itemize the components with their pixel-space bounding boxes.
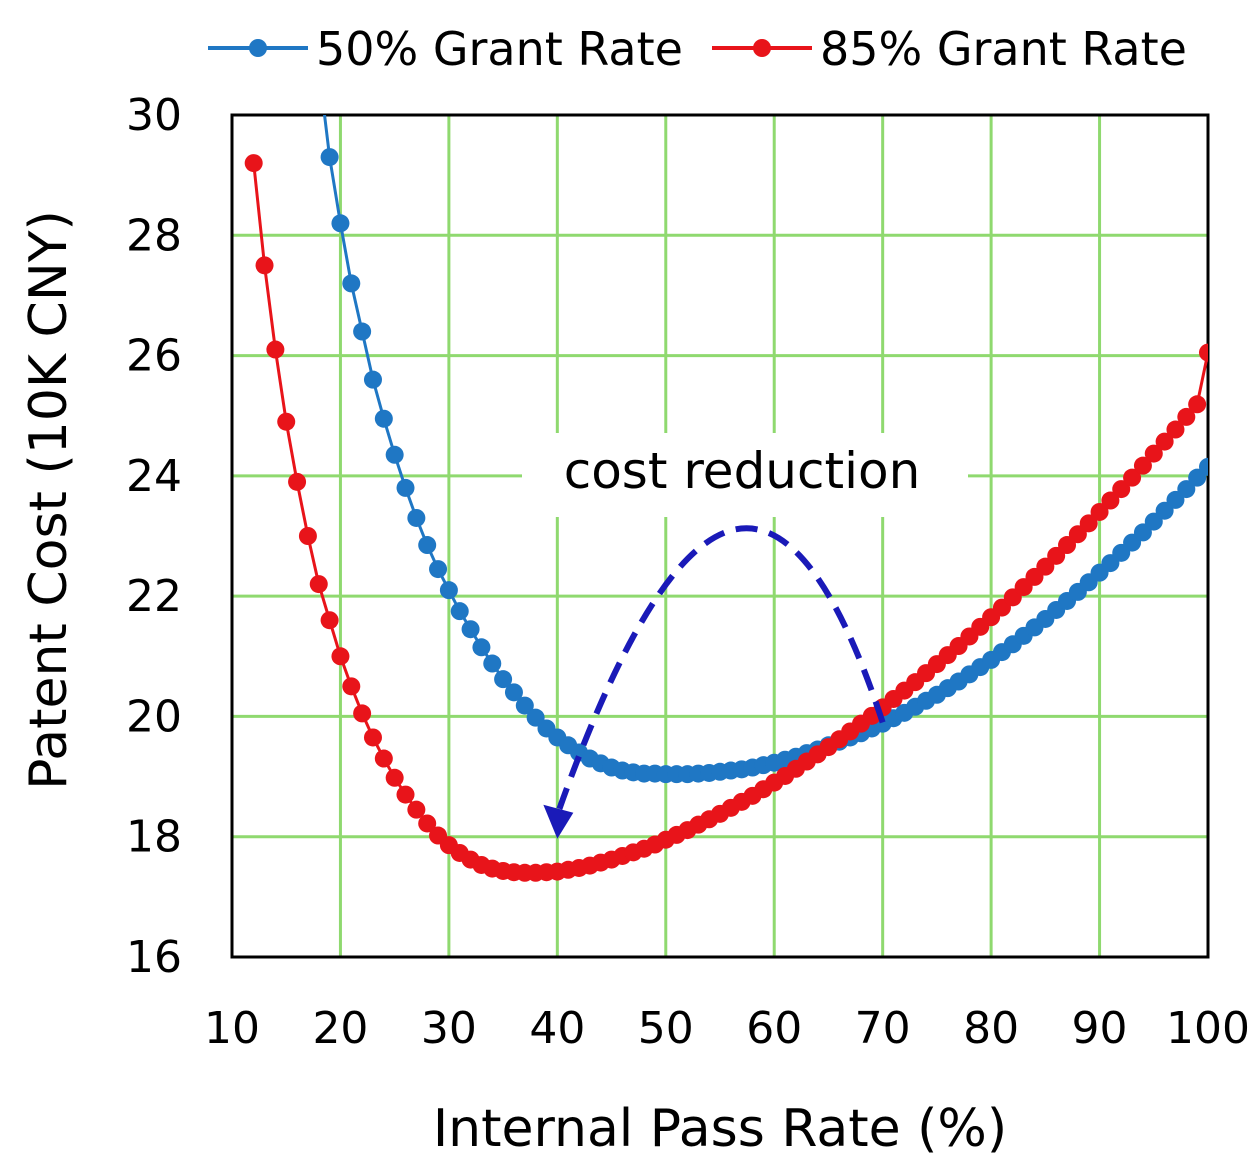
data-point <box>439 581 458 600</box>
data-point <box>353 704 372 723</box>
data-point <box>418 814 437 833</box>
x-tick-label: 50 <box>638 1003 694 1054</box>
legend-label: 50% Grant Rate <box>316 22 683 76</box>
x-tick-label: 10 <box>204 1003 260 1054</box>
series-layer <box>244 115 1208 882</box>
x-tick-label: 60 <box>746 1003 802 1054</box>
legend-swatch-marker <box>249 39 267 57</box>
y-tick-label: 26 <box>126 331 182 382</box>
data-point <box>353 322 372 341</box>
annotation: cost reduction <box>522 433 968 839</box>
x-tick-label: 40 <box>529 1003 585 1054</box>
data-point <box>320 611 339 630</box>
data-point <box>288 472 307 491</box>
data-point <box>1199 343 1208 362</box>
data-point <box>1112 480 1131 499</box>
legend-swatch-marker <box>753 39 771 57</box>
data-point <box>1090 502 1109 521</box>
data-point <box>255 256 274 275</box>
data-point <box>461 620 480 639</box>
data-point <box>363 728 382 747</box>
data-point <box>396 478 415 497</box>
data-point <box>1177 480 1196 499</box>
data-point <box>1188 395 1207 414</box>
data-point <box>1155 432 1174 451</box>
data-point <box>407 508 426 527</box>
x-axis-title: Internal Pass Rate (%) <box>433 1099 1007 1159</box>
data-point <box>1133 456 1152 475</box>
annotation-arrowhead <box>543 804 574 839</box>
annotation-arrow <box>554 525 886 816</box>
data-point <box>385 445 404 464</box>
data-point <box>342 677 361 696</box>
data-point <box>494 670 513 689</box>
data-point <box>429 560 448 579</box>
y-tick-label: 28 <box>126 210 182 261</box>
x-tick-label: 80 <box>963 1003 1019 1054</box>
data-point <box>266 340 285 359</box>
data-point <box>374 409 393 428</box>
data-point <box>374 749 393 768</box>
legend-label: 85% Grant Rate <box>820 22 1187 76</box>
y-axis-ticks: 16 18 20 22 24 26 28 30 <box>126 90 182 983</box>
data-point <box>298 527 317 545</box>
data-point <box>1123 468 1142 487</box>
data-point <box>1144 444 1163 463</box>
data-point <box>450 602 469 621</box>
x-tick-label: 90 <box>1072 1003 1128 1054</box>
x-tick-label: 70 <box>855 1003 911 1054</box>
x-tick-label: 100 <box>1166 1003 1250 1054</box>
y-tick-label: 22 <box>126 571 182 622</box>
data-point <box>277 412 296 431</box>
x-tick-label: 30 <box>421 1003 477 1054</box>
data-point <box>407 800 426 819</box>
data-point <box>504 683 523 702</box>
y-tick-label: 20 <box>126 691 182 742</box>
y-tick-label: 18 <box>126 812 182 863</box>
y-tick-label: 16 <box>126 932 182 983</box>
legend: 50% Grant Rate 85% Grant Rate <box>208 22 1187 76</box>
plot-area <box>230 113 1210 959</box>
data-point <box>1079 514 1098 533</box>
x-tick-label: 20 <box>312 1003 368 1054</box>
data-point <box>320 148 339 167</box>
data-point <box>472 638 491 657</box>
series-line <box>323 115 1208 776</box>
data-point <box>309 575 328 594</box>
data-point <box>483 654 502 673</box>
data-point <box>515 696 534 715</box>
data-point <box>1177 407 1196 426</box>
annotation-label: cost reduction <box>564 442 921 500</box>
data-point <box>396 785 415 804</box>
data-point <box>244 154 263 173</box>
data-point <box>1101 491 1120 510</box>
data-point <box>385 768 404 787</box>
data-point <box>1199 457 1208 476</box>
x-axis-ticks: 10 20 30 40 50 60 70 80 90 100 <box>204 1003 1250 1054</box>
y-axis-title: Patent Cost (10K CNY) <box>19 210 79 790</box>
data-point <box>331 647 350 666</box>
data-point <box>363 370 382 389</box>
data-point <box>418 536 437 555</box>
data-point <box>331 214 350 233</box>
annotation-background <box>522 433 968 517</box>
data-point <box>1166 420 1185 439</box>
data-point <box>342 274 361 293</box>
y-tick-label: 24 <box>126 451 182 502</box>
y-tick-label: 30 <box>126 90 182 141</box>
